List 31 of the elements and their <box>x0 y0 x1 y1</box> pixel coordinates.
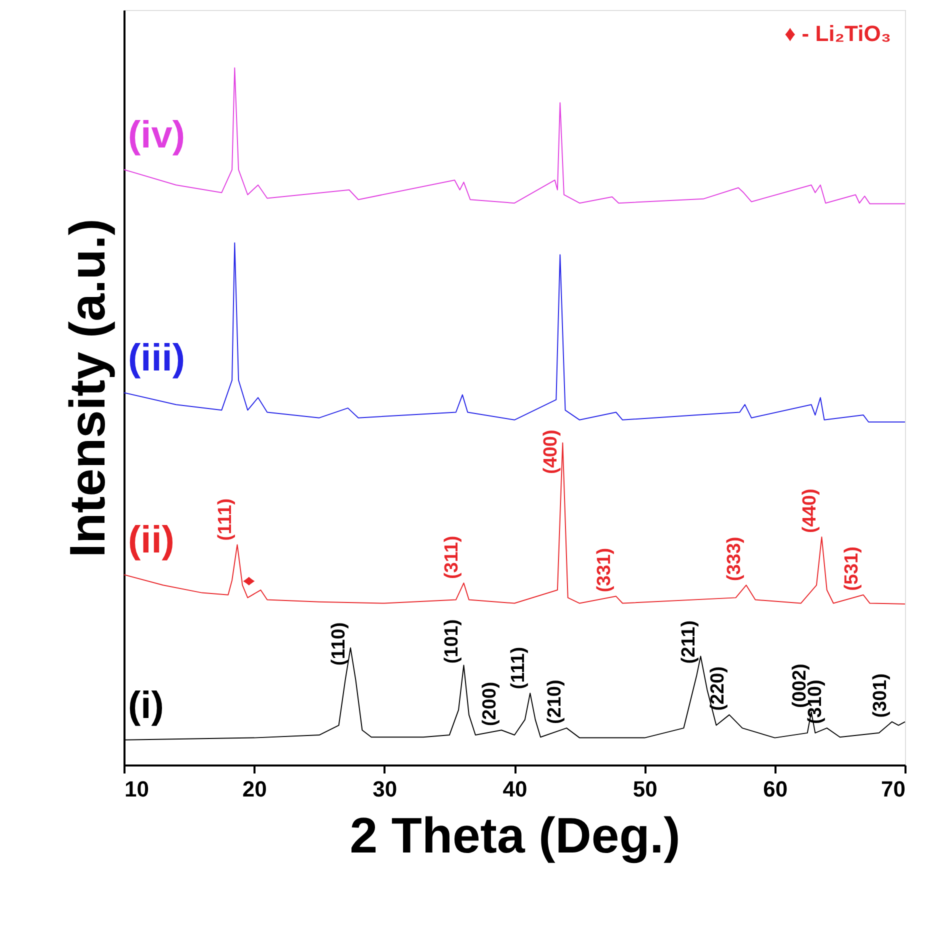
x-tick-label: 70 <box>881 776 906 802</box>
annotation: (111) <box>215 498 236 541</box>
annotation: (333) <box>724 536 746 582</box>
series-label: (ii) <box>128 520 174 562</box>
annotation: (531) <box>841 546 862 591</box>
annotation: (400) <box>540 430 562 474</box>
x-tick-label: 40 <box>502 776 528 802</box>
annotation: (331) <box>594 548 616 592</box>
annotation: (440) <box>800 488 821 534</box>
series-label: (iv) <box>128 114 185 157</box>
annotation: (311) <box>442 536 463 580</box>
text: ♦ - Li₂TiO₃ <box>784 21 891 46</box>
series-label: (iii) <box>128 338 185 380</box>
x-tick-label: 10 <box>124 776 149 802</box>
annotation: (002) <box>789 664 810 708</box>
x-axis-title: 2 Theta (Deg.) <box>350 808 680 864</box>
annotation: (200) <box>479 682 500 726</box>
y-axis-title: Intensity (a.u.) <box>60 218 116 558</box>
annotation: (220) <box>707 666 728 711</box>
annotation: (211) <box>678 620 700 664</box>
annotation: ♦ <box>238 576 260 586</box>
x-tick-label: 60 <box>763 776 788 802</box>
annotation: (110) <box>328 622 350 666</box>
x-tick-label: 20 <box>242 776 267 802</box>
annotation: (301) <box>870 673 891 718</box>
x-tick-label: 30 <box>372 776 398 802</box>
series-label: (i) <box>128 684 164 727</box>
x-tick-label: 50 <box>632 776 658 802</box>
annotation: (101) <box>442 619 463 664</box>
annotation: (111) <box>508 646 530 690</box>
annotation: (210) <box>544 680 566 724</box>
